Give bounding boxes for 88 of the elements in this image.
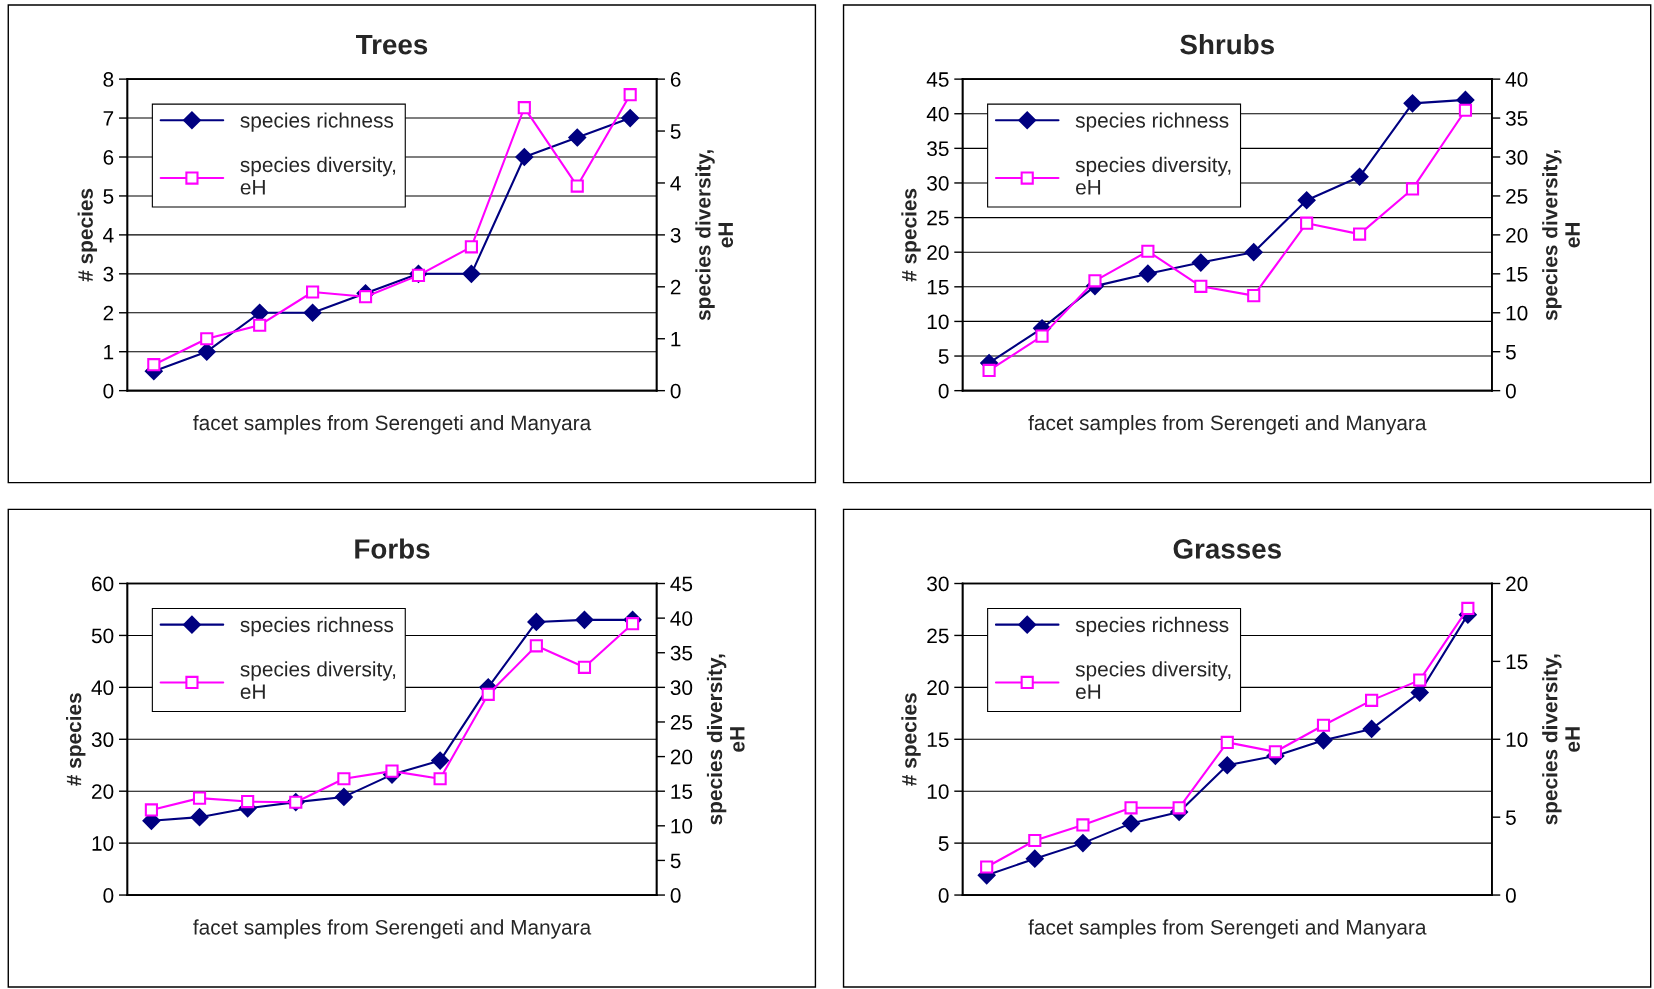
y-tick-label: 20	[92, 784, 114, 799]
legend-label: species richness	[1075, 616, 1229, 637]
x-axis-title: facet samples from Serengeti and Manyara	[193, 919, 592, 939]
y-axis-title: # species	[901, 693, 921, 786]
chart-title: Grasses	[1173, 539, 1281, 559]
y2-tick-label: 6	[670, 72, 681, 87]
y-tick-label: 1	[104, 344, 114, 360]
y-tick-label: 5	[103, 189, 114, 204]
y2-tick-label: 25	[1506, 188, 1528, 204]
y-tick-label: 20	[927, 245, 949, 260]
y-tick-label: 15	[927, 732, 949, 748]
y2-tick-label: 15	[671, 784, 693, 799]
y-tick-label: 30	[91, 732, 114, 748]
legend-label: species diversity, eH	[1075, 156, 1231, 195]
y-tick-label: 30	[927, 576, 949, 592]
y-tick-label: 7	[103, 111, 114, 126]
y2-tick-label: 5	[1505, 810, 1516, 825]
legend-label: species richness	[240, 616, 394, 637]
y2-tick-label: 35	[1505, 111, 1528, 126]
y-tick-label: 20	[927, 680, 949, 696]
y2-tick-label: 35	[670, 645, 693, 661]
y2-tick-label: 5	[670, 853, 681, 869]
y-tick-label: 25	[927, 628, 949, 644]
y-tick-label: 40	[926, 106, 949, 122]
y2-tick-label: 3	[670, 227, 681, 243]
y2-axis-title: species diversity, eH	[1542, 150, 1580, 321]
y2-axis-title: species diversity, eH	[706, 654, 745, 825]
legend-label: species richness	[1075, 112, 1229, 132]
y2-tick-label: 20	[670, 749, 693, 765]
y-tick-label: 30	[927, 175, 949, 191]
y-tick-label: 40	[91, 680, 114, 696]
y2-tick-label: 45	[670, 576, 693, 592]
y2-tick-label: 10	[671, 818, 693, 834]
y-tick-label: 6	[103, 150, 114, 165]
y-tick-label: 4	[103, 228, 114, 243]
legend-label: species richness	[240, 112, 394, 132]
y-tick-label: 10	[927, 784, 949, 799]
y-tick-label: 60	[92, 576, 114, 592]
chart-title: Trees	[356, 35, 428, 55]
y2-axis-title: species diversity, eH	[695, 150, 734, 321]
y2-tick-label: 0	[670, 888, 681, 903]
y2-tick-label: 15	[1506, 267, 1528, 282]
y-tick-label: 8	[103, 72, 114, 87]
y2-tick-label: 10	[1506, 732, 1528, 748]
y2-tick-label: 5	[1505, 344, 1516, 360]
x-axis-title: facet samples from Serengeti and Manyara	[1028, 919, 1427, 939]
y-tick-label: 3	[103, 266, 114, 282]
y2-tick-label: 40	[670, 611, 693, 626]
y-tick-label: 25	[927, 210, 949, 226]
chart-title: Forbs	[355, 538, 430, 559]
y2-tick-label: 15	[1506, 654, 1528, 670]
y2-tick-label: 25	[670, 714, 693, 730]
y2-axis-title: species diversity, eH	[1542, 654, 1580, 825]
y-tick-label: 45	[926, 72, 949, 87]
y-tick-label: 50	[91, 628, 114, 644]
y2-tick-label: 10	[1506, 305, 1528, 321]
y2-tick-label: 5	[670, 124, 681, 139]
y-axis-title: # species	[66, 693, 86, 786]
y2-tick-label: 2	[670, 279, 681, 295]
y2-tick-label: 4	[670, 176, 681, 191]
y-tick-label: 2	[103, 305, 114, 321]
y-tick-label: 0	[938, 888, 949, 903]
x-axis-title: facet samples from Serengeti and Manyara	[193, 414, 592, 435]
legend-label: species diversity, eH	[240, 661, 396, 700]
y-tick-label: 5	[938, 349, 949, 364]
y-tick-label: 0	[103, 888, 114, 903]
y-axis-title: # species	[901, 188, 921, 282]
legend-label: species diversity, eH	[1075, 661, 1231, 700]
y2-tick-label: 0	[1505, 888, 1516, 903]
y2-tick-label: 40	[1505, 72, 1528, 87]
chart-title: Shrubs	[1180, 33, 1274, 55]
y-tick-label: 0	[938, 383, 949, 399]
y-tick-label: 10	[92, 836, 114, 851]
y-tick-label: 15	[927, 280, 949, 295]
y-tick-label: 10	[927, 314, 949, 330]
y-tick-label: 0	[103, 383, 114, 399]
y-tick-label: 5	[938, 836, 949, 851]
y-axis-title: # species	[77, 188, 98, 282]
x-axis-title: facet samples from Serengeti and Manyara	[1028, 414, 1427, 435]
y2-tick-label: 0	[670, 383, 681, 399]
y2-tick-label: 20	[1506, 576, 1528, 592]
legend-label: species diversity, eH	[240, 156, 396, 195]
y2-tick-label: 1	[671, 331, 681, 347]
y2-tick-label: 30	[670, 680, 693, 696]
y2-tick-label: 20	[1506, 227, 1528, 243]
y-tick-label: 35	[927, 141, 949, 157]
y2-tick-label: 30	[1505, 150, 1528, 165]
y2-tick-label: 0	[1505, 383, 1516, 399]
